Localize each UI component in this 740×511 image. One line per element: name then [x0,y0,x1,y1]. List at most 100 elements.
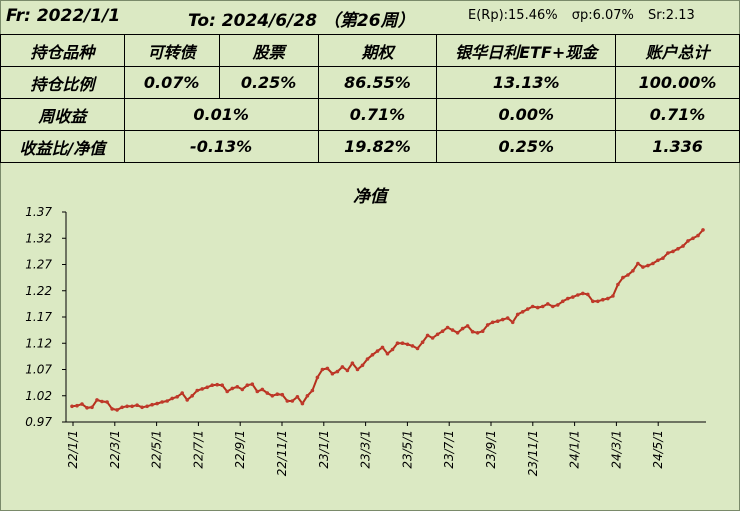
table-row: 持仓比例 0.07% 0.25% 86.55% 13.13% 100.00% [0,66,740,99]
data-point [275,392,280,396]
table-cell: 13.13% [436,66,617,99]
data-point [631,269,635,273]
data-point [510,320,515,325]
x-tick-label: 23/9/1 [484,430,498,469]
data-point [530,304,535,309]
data-point [175,395,179,399]
x-tick-label: 24/3/1 [609,430,623,469]
x-tick-label: 22/5/1 [150,430,164,469]
data-point [651,261,655,266]
data-point [260,387,265,392]
x-tick-label: 22/3/1 [108,430,122,469]
x-tick-label: 23/11/1 [526,430,540,476]
table-cell: 100.00% [615,66,740,99]
x-tick-label: 23/3/1 [359,430,373,469]
data-point [435,332,440,337]
data-point [245,383,250,387]
y-tick-label: 1.32 [25,231,52,245]
data-point [420,340,425,344]
data-point [525,307,530,311]
x-tick-label: 23/7/1 [442,430,456,469]
data-point [305,394,310,398]
data-point [170,396,174,401]
data-point [556,303,560,307]
row-label: 持仓品种 [0,34,125,67]
data-point [561,299,565,304]
data-point [671,249,675,254]
data-point [540,304,545,309]
sharpe-ratio: Sr:2.13 [648,8,695,23]
y-tick-label: 1.27 [25,258,52,272]
data-point [616,282,620,287]
data-point [495,319,500,323]
data-point [340,365,345,369]
data-point [460,326,465,331]
data-point [641,265,645,269]
data-point [475,331,480,335]
x-tick-label: 24/1/1 [568,430,582,469]
data-point [185,398,189,402]
table-cell: 0.71% [615,98,740,131]
data-point [325,366,330,371]
data-point [115,408,119,412]
data-point [455,331,460,335]
data-point [390,347,395,352]
data-point [155,401,159,406]
data-point [480,329,485,333]
expected-return: E(Rp):15.46% [468,8,558,23]
date-from: Fr: 2022/1/1 [6,6,121,26]
data-point [370,353,375,357]
data-point [355,367,360,372]
data-point [105,400,109,404]
table-cell: 0.25% [436,130,617,163]
y-tick-label: 1.12 [25,336,52,350]
data-point [611,294,615,298]
data-point [425,333,430,338]
data-point [430,336,435,340]
x-tick-label: 22/11/1 [275,430,289,476]
data-point [95,398,99,402]
data-point [320,367,325,372]
table-cell: 可转债 [123,34,220,67]
table-cell: 0.00% [436,98,617,131]
data-point [150,402,154,407]
data-point [546,302,550,306]
data-point [250,382,255,386]
data-point [240,387,245,392]
data-point [636,261,640,266]
table-cell: 0.25% [218,66,319,99]
y-tick-label: 1.02 [25,389,52,403]
data-point [535,305,540,310]
y-tick-label: 1.22 [25,284,52,298]
x-tick-label: 23/5/1 [400,430,414,469]
data-point [210,383,214,387]
data-point [470,329,475,334]
data-point [440,329,445,333]
data-point [300,401,305,406]
data-point [330,371,335,376]
x-tick-label: 24/5/1 [651,430,665,469]
data-point [125,404,129,409]
table-cell: 0.07% [123,66,220,99]
data-point [230,386,235,391]
x-tick-label: 22/1/1 [66,430,80,469]
header: Fr: 2022/1/1 To: 2024/6/28 （第26周） E(Rp):… [0,0,740,34]
table-cell: 86.55% [317,66,438,99]
table-cell: 19.82% [317,130,438,163]
data-point [661,256,665,260]
data-point [205,385,209,390]
data-point [415,346,420,351]
data-point [410,344,415,348]
data-point [345,368,350,373]
data-point [445,325,450,330]
data-point [190,394,194,398]
data-point [135,403,139,407]
data-point [70,404,74,409]
row-label: 持仓比例 [0,66,125,99]
data-point [500,317,505,322]
data-point [676,247,680,251]
data-point [235,385,240,389]
data-point [290,399,295,403]
data-point [520,310,525,314]
table-cell: 0.71% [317,98,438,131]
